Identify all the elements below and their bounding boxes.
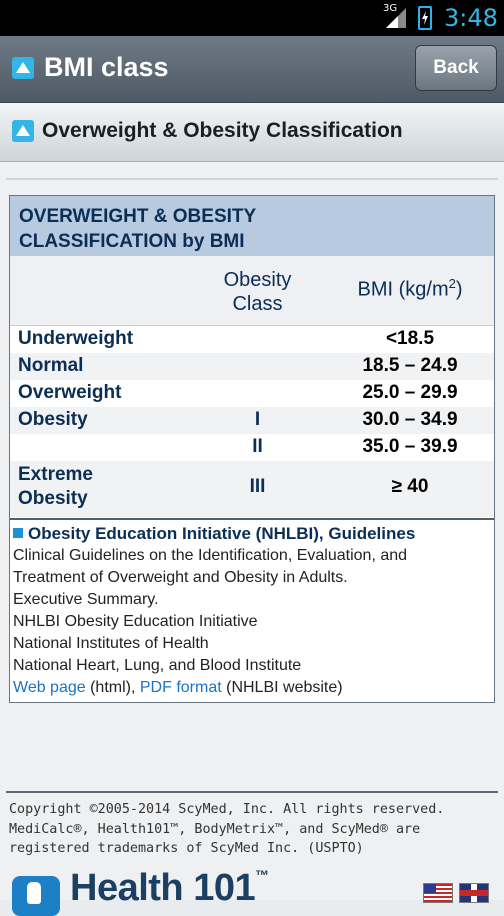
triangle-up-icon xyxy=(12,57,34,79)
bullet-icon xyxy=(13,528,23,538)
table-row: Obesity I 30.0 – 34.9 xyxy=(10,407,494,434)
row-bmi: <18.5 xyxy=(385,328,435,349)
reference-line: Executive Summary. xyxy=(13,591,159,608)
table-row: II 35.0 – 39.9 xyxy=(10,434,494,461)
row-category: Underweight xyxy=(18,328,134,349)
row-category-line2: Obesity xyxy=(18,488,88,509)
col-bmi-label: BMI (kg/m xyxy=(357,278,449,301)
row-category: Obesity xyxy=(18,409,88,430)
signal-icon xyxy=(386,8,406,28)
table-row: Normal 18.5 – 24.9 xyxy=(10,353,494,380)
table-row: Overweight 25.0 – 29.9 xyxy=(10,380,494,407)
content-area[interactable]: OVERWEIGHT & OBESITY CLASSIFICATION by B… xyxy=(0,162,504,787)
col-bmi-sup: 2 xyxy=(448,276,456,291)
network-type: 3G xyxy=(383,3,398,14)
reference-line: NHLBI Obesity Education Initiative xyxy=(13,613,258,630)
row-category: Normal xyxy=(18,355,84,376)
table-row: Underweight <18.5 xyxy=(10,326,494,353)
column-headers: Obesity Class BMI (kg/m2) xyxy=(10,256,494,326)
footer: Copyright ©2005-2014 ScyMed, Inc. All ri… xyxy=(0,787,504,916)
status-bar: 3G 3:48 xyxy=(0,0,504,36)
reference-block: Obesity Education Initiative (NHLBI), Gu… xyxy=(10,518,494,699)
footer-divider xyxy=(6,791,498,793)
col-bmi: BMI (kg/m2) xyxy=(340,276,480,302)
section-title: Overweight & Obesity Classification xyxy=(42,119,403,142)
copyright-line: registered trademarks of ScyMed Inc. (US… xyxy=(9,841,364,856)
col-obesity-line1: Obesity xyxy=(223,269,292,291)
classification-panel: OVERWEIGHT & OBESITY CLASSIFICATION by B… xyxy=(9,195,495,703)
logo-tm: ™ xyxy=(255,867,269,883)
table-title-line1: OVERWEIGHT & OBESITY xyxy=(19,206,257,227)
table-row: Extreme Obesity III ≥ 40 xyxy=(10,461,494,517)
html-note: (html), xyxy=(85,679,140,696)
reference-line: National Institutes of Health xyxy=(13,635,209,652)
row-bmi: ≥ 40 xyxy=(391,476,429,497)
page-title: BMI class xyxy=(44,52,169,82)
app-bar: BMI class Back xyxy=(0,36,504,103)
col-bmi-end: ) xyxy=(455,278,463,301)
back-button[interactable]: Back xyxy=(415,45,497,91)
reference-links: Web page (html), PDF format (NHLBI websi… xyxy=(10,677,494,699)
copyright-line: MediCalc®, Health101™, BodyMetrix™, and … xyxy=(9,821,421,837)
row-category-line1: Extreme xyxy=(18,464,93,485)
reference-title-text: Obesity Education Initiative (NHLBI), Gu… xyxy=(28,524,416,543)
reference-line: Treatment of Overweight and Obesity in A… xyxy=(13,569,348,586)
battery-icon xyxy=(418,6,432,30)
reference-line: National Heart, Lung, and Blood Institut… xyxy=(13,657,302,674)
row-class: I xyxy=(254,409,261,430)
table-title-line2: CLASSIFICATION by BMI xyxy=(19,231,245,252)
web-page-link[interactable]: Web page xyxy=(13,679,86,696)
us-flag-icon[interactable] xyxy=(423,883,453,903)
uk-flag-icon[interactable] xyxy=(459,883,489,903)
col-obesity-class: Obesity Class xyxy=(200,268,315,316)
health101-logo[interactable]: Health 101™ xyxy=(70,867,269,910)
health101-logo-icon[interactable] xyxy=(12,876,60,916)
pdf-format-link[interactable]: PDF format xyxy=(139,679,222,696)
table-title: OVERWEIGHT & OBESITY CLASSIFICATION by B… xyxy=(19,204,419,254)
row-class: III xyxy=(249,476,266,497)
row-bmi: 35.0 – 39.9 xyxy=(362,436,458,457)
row-bmi: 25.0 – 29.9 xyxy=(362,382,458,403)
col-obesity-line2: Class xyxy=(232,293,283,315)
row-category: Overweight xyxy=(18,382,122,403)
table-header: OVERWEIGHT & OBESITY CLASSIFICATION by B… xyxy=(10,196,494,256)
copyright: Copyright ©2005-2014 ScyMed, Inc. All ri… xyxy=(9,800,499,859)
row-bmi: 30.0 – 34.9 xyxy=(362,409,458,430)
clock: 3:48 xyxy=(444,4,498,32)
section-header[interactable]: Overweight & Obesity Classification xyxy=(0,103,504,162)
divider xyxy=(6,178,498,180)
reference-title: Obesity Education Initiative (NHLBI), Gu… xyxy=(10,523,494,545)
website-note: (NHLBI website) xyxy=(221,679,343,696)
copyright-line: Copyright ©2005-2014 ScyMed, Inc. All ri… xyxy=(9,802,445,817)
triangle-up-icon xyxy=(12,120,34,142)
row-category: Extreme Obesity xyxy=(18,463,93,511)
reference-line: Clinical Guidelines on the Identificatio… xyxy=(13,547,408,564)
row-bmi: 18.5 – 24.9 xyxy=(362,355,458,376)
logo-text: Health 101 xyxy=(70,867,256,909)
row-class: II xyxy=(252,436,263,457)
